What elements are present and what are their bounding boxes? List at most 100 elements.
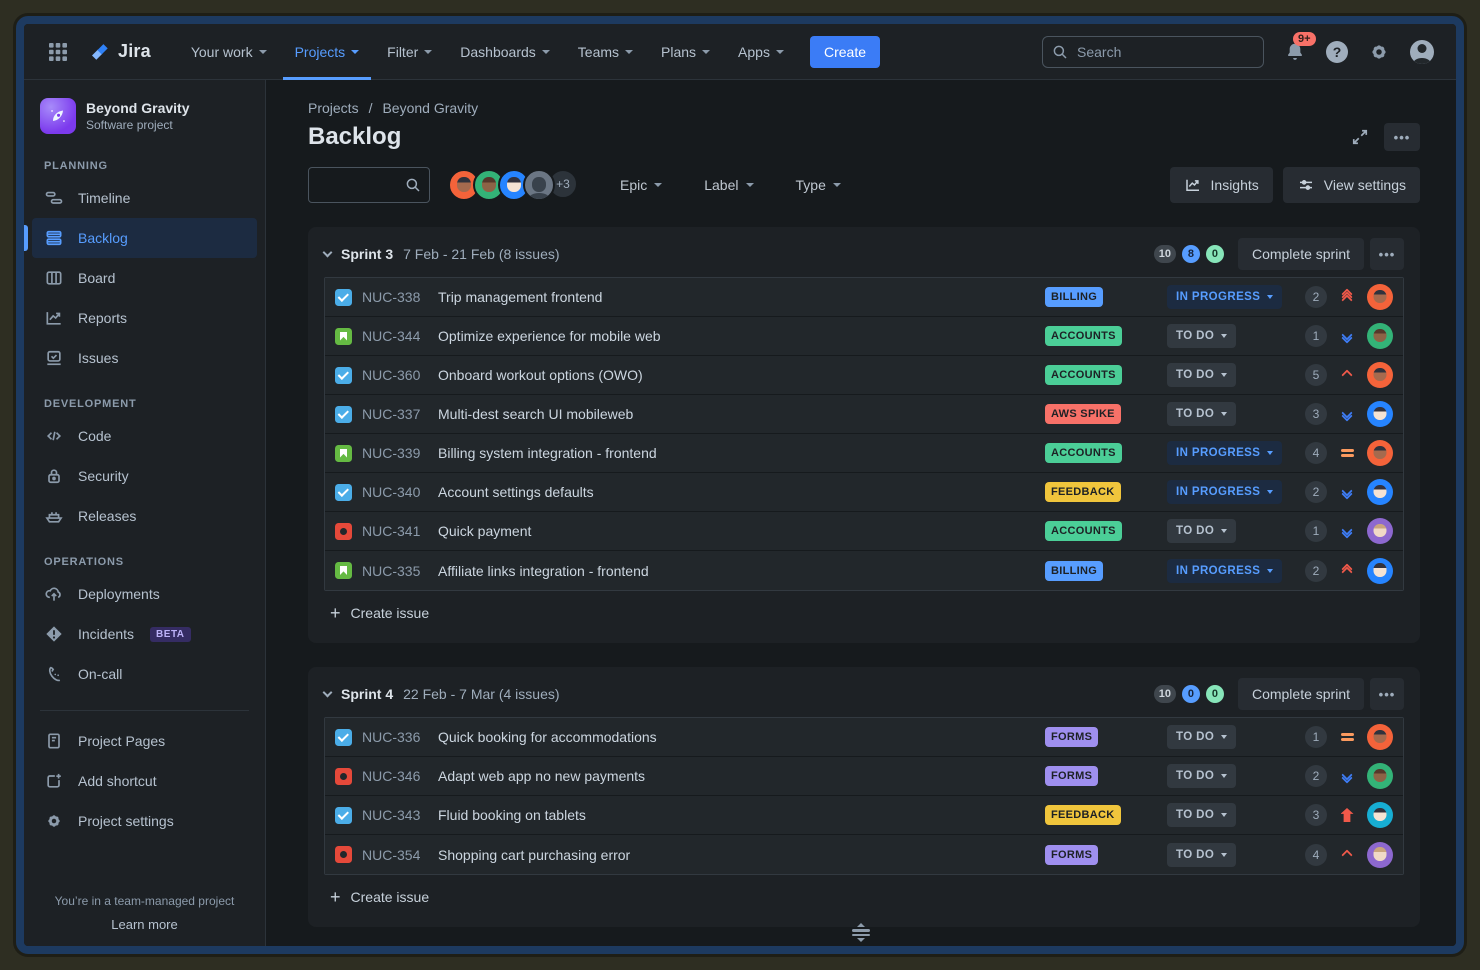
issue-status-dropdown[interactable]: IN PROGRESS bbox=[1167, 480, 1283, 504]
issue-list: NUC-338 Trip management frontend BILLING… bbox=[324, 277, 1404, 591]
filter-avatar[interactable] bbox=[523, 169, 555, 201]
sidebar-item-releases[interactable]: Releases bbox=[32, 496, 257, 536]
assignee-avatar[interactable] bbox=[1367, 284, 1393, 310]
issue-status-dropdown[interactable]: TO DO bbox=[1167, 803, 1237, 827]
insights-button[interactable]: Insights bbox=[1169, 167, 1273, 203]
issue-row[interactable]: NUC-354 Shopping cart purchasing error F… bbox=[325, 835, 1403, 874]
assignee-avatar[interactable] bbox=[1367, 440, 1393, 466]
assignee-avatar[interactable] bbox=[1367, 841, 1393, 868]
issue-status-dropdown[interactable]: TO DO bbox=[1167, 363, 1237, 387]
sidebar-item-timeline[interactable]: Timeline bbox=[32, 178, 257, 218]
issue-status-dropdown[interactable]: TO DO bbox=[1167, 402, 1237, 426]
jira-logo-icon bbox=[92, 43, 108, 60]
create-button[interactable]: Create bbox=[809, 35, 880, 68]
sprint-name[interactable]: Sprint 3 bbox=[341, 246, 394, 262]
assignee-avatar[interactable] bbox=[1367, 518, 1393, 544]
complete-sprint-button[interactable]: Complete sprint bbox=[1237, 678, 1364, 710]
assignee-avatar[interactable] bbox=[1367, 323, 1393, 349]
issue-row[interactable]: NUC-336 Quick booking for accommodations… bbox=[325, 718, 1403, 757]
issue-row[interactable]: NUC-360 Onboard workout options (OWO) AC… bbox=[325, 356, 1403, 395]
sidebar-item-project-pages[interactable]: Project Pages bbox=[32, 721, 257, 761]
notifications-button[interactable]: 9+ bbox=[1284, 31, 1316, 63]
breadcrumb-project-name[interactable]: Beyond Gravity bbox=[382, 100, 479, 116]
filter-avatar[interactable] bbox=[473, 169, 505, 201]
sidebar-item-security[interactable]: Security bbox=[32, 456, 257, 496]
sidebar-item-incidents[interactable]: Incidents BETA bbox=[32, 614, 257, 654]
sidebar-item-reports[interactable]: Reports bbox=[32, 298, 257, 338]
issue-status-dropdown[interactable]: TO DO bbox=[1167, 842, 1237, 867]
nav-filter[interactable]: Filter bbox=[375, 24, 444, 80]
backlog-search-input[interactable] bbox=[308, 167, 430, 203]
issue-row[interactable]: NUC-340 Account settings defaults FEEDBA… bbox=[325, 473, 1403, 512]
global-search-input[interactable] bbox=[1042, 35, 1264, 68]
issue-status-dropdown[interactable]: TO DO bbox=[1167, 764, 1237, 788]
issue-row[interactable]: NUC-346 Adapt web app no new payments FO… bbox=[325, 757, 1403, 796]
issue-row[interactable]: NUC-338 Trip management frontend BILLING… bbox=[325, 278, 1403, 317]
help-button[interactable]: ? bbox=[1326, 40, 1348, 63]
complete-sprint-button[interactable]: Complete sprint bbox=[1237, 238, 1364, 270]
nav-projects[interactable]: Projects bbox=[282, 24, 372, 80]
nav-plans[interactable]: Plans bbox=[649, 24, 722, 80]
assignee-avatar[interactable] bbox=[1367, 763, 1393, 789]
assignee-avatar[interactable] bbox=[1367, 802, 1393, 828]
chevron-down-icon bbox=[1221, 412, 1228, 416]
chevron-down-icon bbox=[775, 49, 784, 54]
sprint-name[interactable]: Sprint 4 bbox=[341, 686, 394, 702]
issue-status-dropdown[interactable]: TO DO bbox=[1167, 324, 1237, 348]
issue-status-dropdown[interactable]: IN PROGRESS bbox=[1167, 441, 1283, 465]
project-header[interactable]: Beyond Gravity Software project bbox=[32, 96, 257, 140]
assignee-avatar[interactable] bbox=[1367, 479, 1393, 505]
epic-filter-dropdown[interactable]: Epic bbox=[620, 177, 663, 193]
resize-splitter-handle[interactable] bbox=[852, 923, 870, 942]
issue-row[interactable]: NUC-335 Affiliate links integration - fr… bbox=[325, 551, 1403, 590]
nav-your-work[interactable]: Your work bbox=[179, 24, 279, 80]
nav-dashboards[interactable]: Dashboards bbox=[448, 24, 562, 80]
issue-status-dropdown[interactable]: IN PROGRESS bbox=[1167, 285, 1283, 309]
collapse-chevron-icon[interactable] bbox=[322, 247, 333, 258]
learn-more-link[interactable]: Learn more bbox=[111, 917, 178, 932]
assignee-avatar[interactable] bbox=[1367, 724, 1393, 750]
issue-key: NUC-344 bbox=[362, 328, 421, 344]
page-more-button[interactable]: ••• bbox=[1384, 123, 1420, 151]
issue-row[interactable]: NUC-339 Billing system integration - fro… bbox=[325, 434, 1403, 473]
issue-row[interactable]: NUC-343 Fluid booking on tablets FEEDBAC… bbox=[325, 796, 1403, 835]
sidebar-item-issues[interactable]: Issues bbox=[32, 338, 257, 378]
sprint-more-button[interactable]: ••• bbox=[1370, 678, 1404, 710]
create-issue-button[interactable]: + Create issue bbox=[330, 887, 430, 907]
sidebar-item-add-shortcut[interactable]: Add shortcut bbox=[32, 761, 257, 801]
view-settings-button[interactable]: View settings bbox=[1282, 167, 1420, 203]
assignee-avatar[interactable] bbox=[1367, 401, 1393, 427]
issue-summary: Shopping cart purchasing error bbox=[438, 846, 631, 863]
bell-icon bbox=[1288, 43, 1302, 60]
assignee-avatar[interactable] bbox=[1367, 362, 1393, 388]
sidebar-item-project-settings[interactable]: Project settings bbox=[32, 801, 257, 841]
issue-row[interactable]: NUC-337 Multi-dest search UI mobileweb A… bbox=[325, 395, 1403, 434]
sidebar-item-backlog[interactable]: Backlog bbox=[24, 218, 257, 258]
label-filter-dropdown[interactable]: Label bbox=[704, 177, 754, 193]
sidebar-item-board[interactable]: Board bbox=[32, 258, 257, 298]
issue-status-dropdown[interactable]: TO DO bbox=[1167, 725, 1237, 749]
issue-row[interactable]: NUC-344 Optimize experience for mobile w… bbox=[325, 317, 1403, 356]
issue-row[interactable]: NUC-341 Quick payment ACCOUNTS TO DO 1 bbox=[325, 512, 1403, 551]
jira-logo[interactable]: Jira bbox=[88, 40, 151, 64]
sidebar-item-deployments[interactable]: Deployments bbox=[32, 574, 257, 614]
sidebar-item-code[interactable]: Code bbox=[32, 416, 257, 456]
profile-avatar[interactable] bbox=[1410, 39, 1434, 64]
issue-summary: Billing system integration - frontend bbox=[438, 445, 657, 461]
type-filter-dropdown[interactable]: Type bbox=[796, 177, 841, 193]
sidebar-item-on-call[interactable]: On-call bbox=[32, 654, 257, 694]
issue-label-badge: FORMS bbox=[1045, 844, 1099, 865]
collapse-chevron-icon[interactable] bbox=[322, 687, 333, 698]
app-switcher-icon[interactable] bbox=[46, 40, 70, 64]
issue-status-dropdown[interactable]: IN PROGRESS bbox=[1167, 558, 1283, 583]
settings-gear-icon[interactable] bbox=[1368, 41, 1390, 63]
fullscreen-icon[interactable] bbox=[1350, 127, 1370, 147]
nav-teams[interactable]: Teams bbox=[566, 24, 645, 80]
assignee-avatar[interactable] bbox=[1367, 557, 1393, 584]
sprint-more-button[interactable]: ••• bbox=[1370, 238, 1404, 270]
nav-apps[interactable]: Apps bbox=[726, 24, 796, 80]
issue-key: NUC-336 bbox=[362, 729, 421, 745]
breadcrumb-projects[interactable]: Projects bbox=[308, 100, 359, 116]
issue-status-dropdown[interactable]: TO DO bbox=[1167, 519, 1237, 543]
create-issue-button[interactable]: + Create issue bbox=[330, 603, 430, 623]
